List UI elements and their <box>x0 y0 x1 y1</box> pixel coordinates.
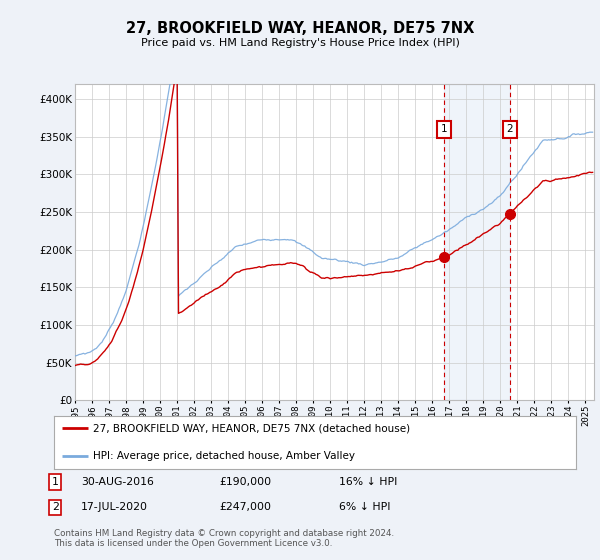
Text: Contains HM Land Registry data © Crown copyright and database right 2024.
This d: Contains HM Land Registry data © Crown c… <box>54 529 394 548</box>
Text: 27, BROOKFIELD WAY, HEANOR, DE75 7NX: 27, BROOKFIELD WAY, HEANOR, DE75 7NX <box>126 21 474 36</box>
Text: 6% ↓ HPI: 6% ↓ HPI <box>339 502 391 512</box>
Text: £190,000: £190,000 <box>219 477 271 487</box>
Text: 30-AUG-2016: 30-AUG-2016 <box>81 477 154 487</box>
Text: £247,000: £247,000 <box>219 502 271 512</box>
Text: 27, BROOKFIELD WAY, HEANOR, DE75 7NX (detached house): 27, BROOKFIELD WAY, HEANOR, DE75 7NX (de… <box>93 423 410 433</box>
Text: Price paid vs. HM Land Registry's House Price Index (HPI): Price paid vs. HM Land Registry's House … <box>140 38 460 48</box>
Text: 1: 1 <box>440 124 447 134</box>
Text: 17-JUL-2020: 17-JUL-2020 <box>81 502 148 512</box>
Bar <box>444 84 509 400</box>
Text: HPI: Average price, detached house, Amber Valley: HPI: Average price, detached house, Ambe… <box>93 451 355 461</box>
Text: 16% ↓ HPI: 16% ↓ HPI <box>339 477 397 487</box>
Text: 1: 1 <box>52 477 59 487</box>
Text: 2: 2 <box>506 124 513 134</box>
Text: 2: 2 <box>52 502 59 512</box>
